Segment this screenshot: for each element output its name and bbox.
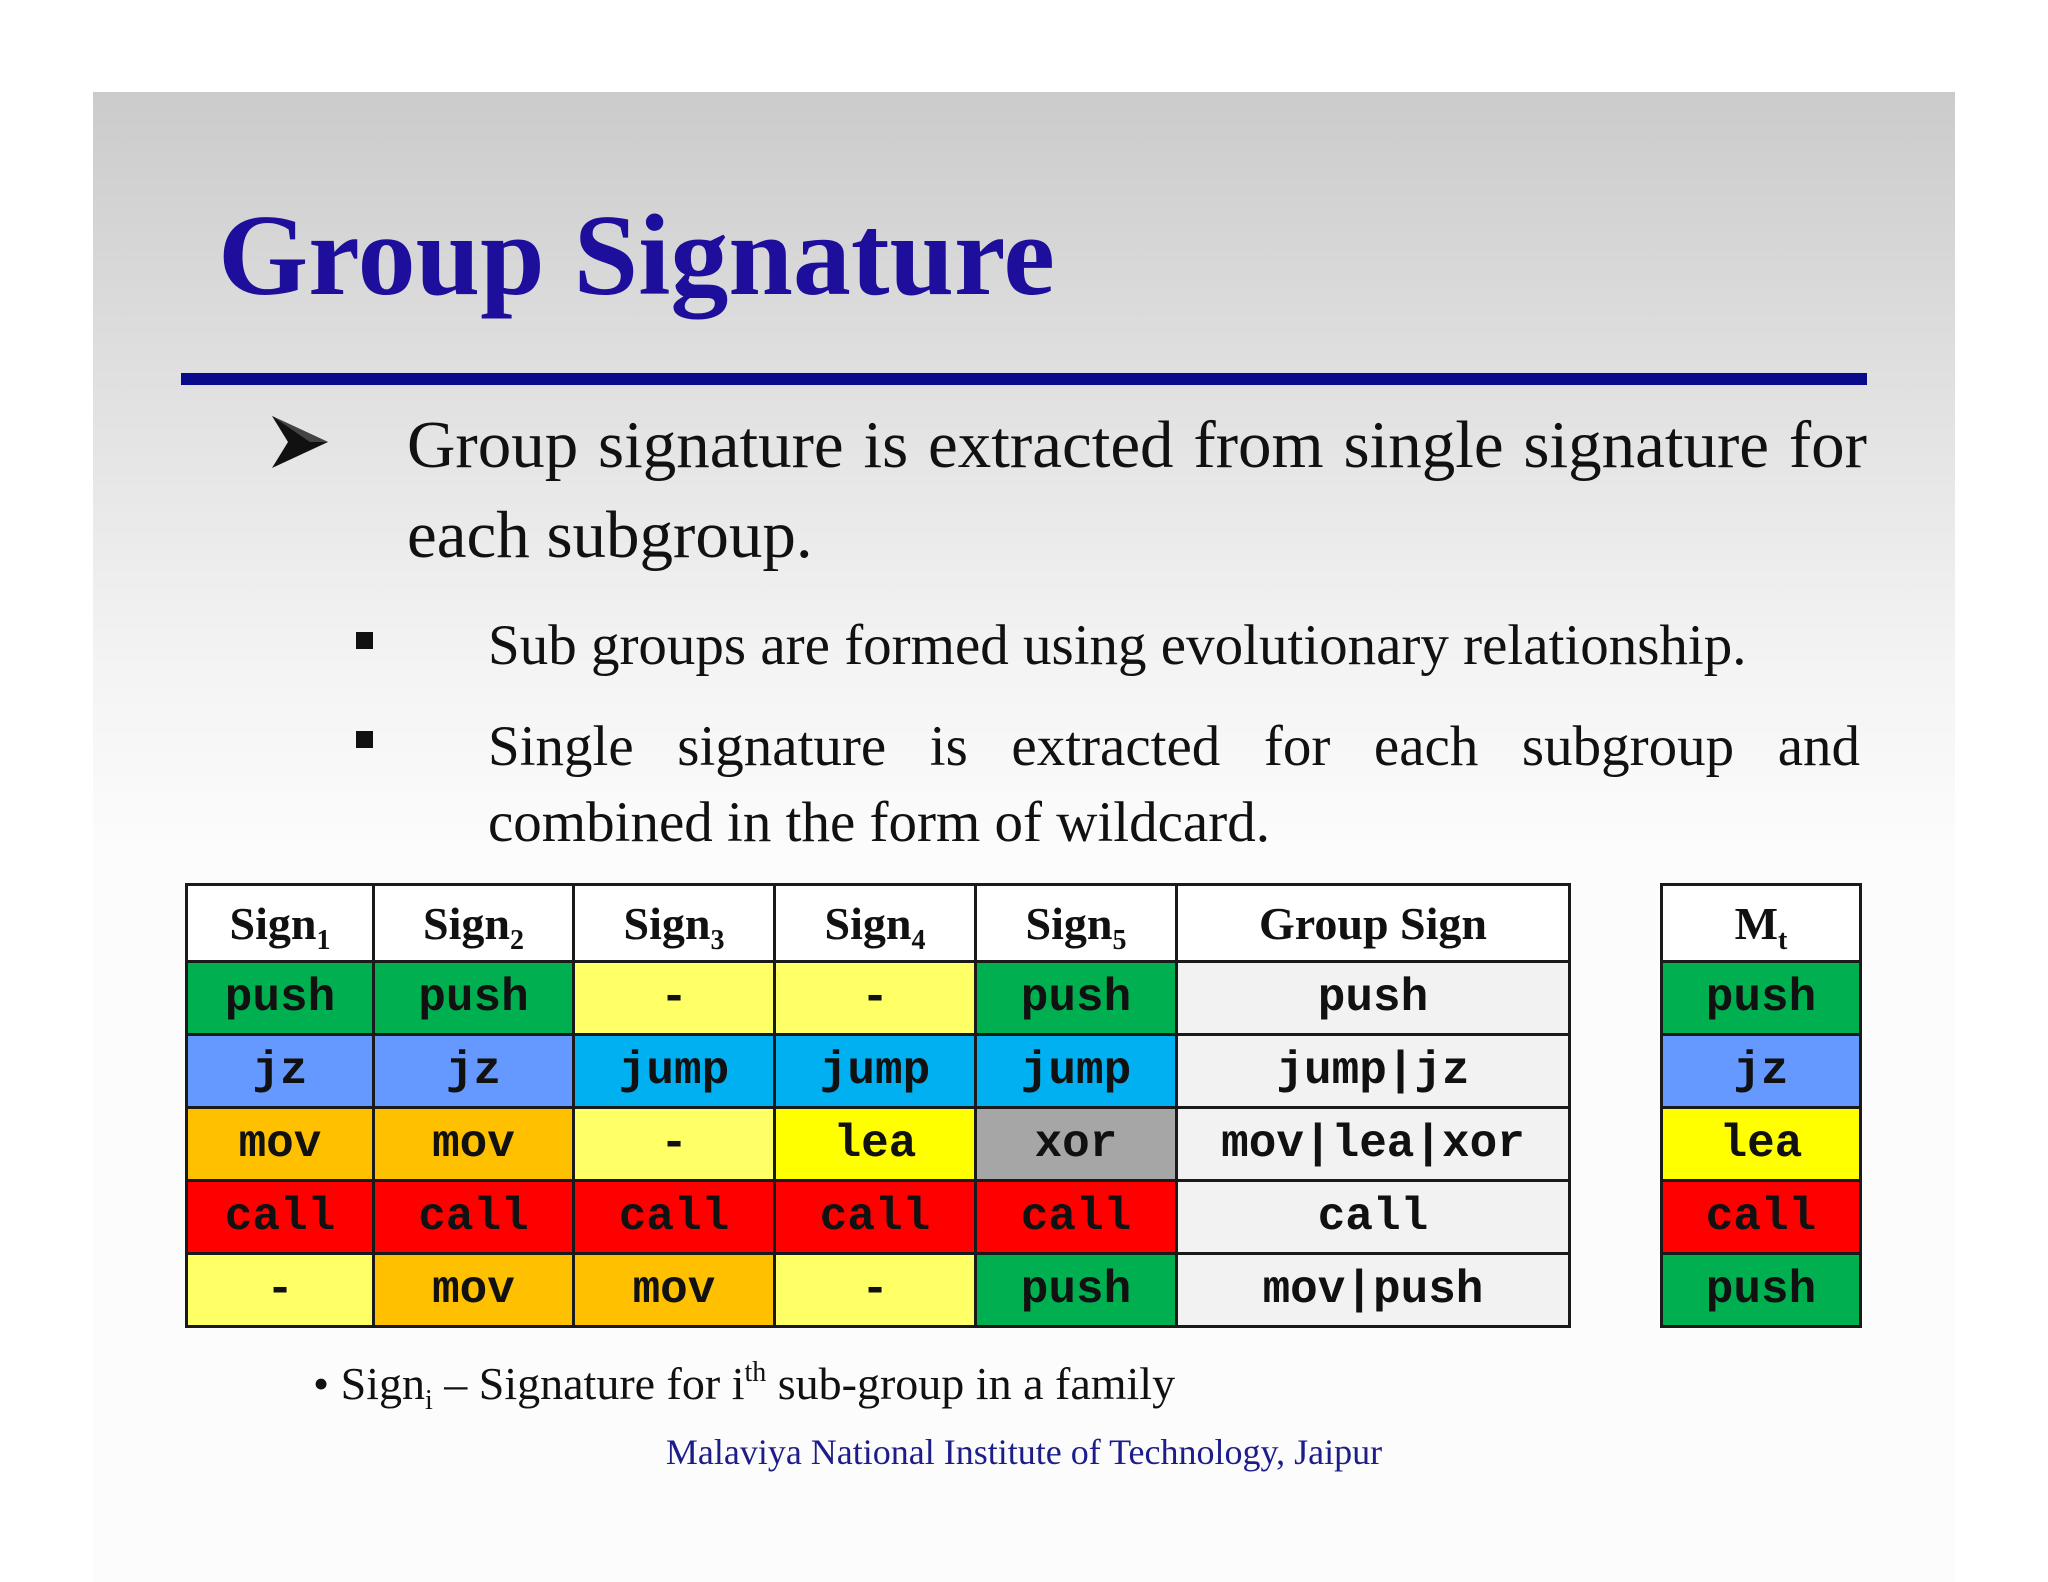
column-header: Sign2 <box>372 883 575 963</box>
table-cell: call <box>1660 1179 1862 1255</box>
table-cell: mov <box>185 1106 375 1182</box>
table-cell: mov <box>372 1106 575 1182</box>
column-header: Sign5 <box>974 883 1178 963</box>
table-row: jz jz jump jump jump jump|jz <box>185 1033 1571 1109</box>
table-cell: jz <box>1660 1033 1862 1109</box>
table-cell: lea <box>1660 1106 1862 1182</box>
table-row: push <box>1660 960 1862 1036</box>
table-cell: - <box>185 1252 375 1328</box>
table-cell: - <box>773 960 977 1036</box>
table-cell: - <box>572 960 776 1036</box>
slide-background <box>93 92 1955 1582</box>
sub-bullet-text: Single signature is extracted for each s… <box>488 715 1860 854</box>
table-cell: push <box>974 1252 1178 1328</box>
slide-title: Group Signature <box>218 192 1055 320</box>
table-cell: jump|jz <box>1175 1033 1571 1109</box>
table-cell: mov|lea|xor <box>1175 1106 1571 1182</box>
column-header: Mt <box>1660 883 1862 963</box>
table-cell: call <box>372 1179 575 1255</box>
table-row: push <box>1660 1252 1862 1328</box>
table-row: call call call call call call <box>185 1179 1571 1255</box>
sub-bullet-text: Sub groups are formed using evolutionary… <box>488 614 1747 677</box>
table-cell: call <box>974 1179 1178 1255</box>
title-divider <box>181 373 1867 385</box>
table-cell: mov <box>572 1252 776 1328</box>
column-header: Sign3 <box>572 883 776 963</box>
table-cell: push <box>185 960 375 1036</box>
table-cell: mov <box>372 1252 575 1328</box>
table-cell: call <box>773 1179 977 1255</box>
column-header: Sign4 <box>773 883 977 963</box>
table-cell: - <box>773 1252 977 1328</box>
column-header: Sign1 <box>185 883 375 963</box>
arrowhead-bullet-icon <box>272 416 328 468</box>
table-row: - mov mov - push mov|push <box>185 1252 1571 1328</box>
table-cell: jz <box>185 1033 375 1109</box>
main-bullet-text: Group signature is extracted from single… <box>407 408 1867 572</box>
table-header-row: Mt <box>1660 883 1862 963</box>
table-row: call <box>1660 1179 1862 1255</box>
table-cell: mov|push <box>1175 1252 1571 1328</box>
table-cell: jz <box>372 1033 575 1109</box>
table-row: lea <box>1660 1106 1862 1182</box>
table-cell: push <box>1660 1252 1862 1328</box>
table-header-row: Sign1 Sign2 Sign3 Sign4 Sign5 Group Sign <box>185 883 1571 963</box>
table-row: mov mov - lea xor mov|lea|xor <box>185 1106 1571 1182</box>
table-cell: jump <box>974 1033 1178 1109</box>
table-cell: call <box>1175 1179 1571 1255</box>
table-cell: push <box>1175 960 1571 1036</box>
table-cell: push <box>1660 960 1862 1036</box>
table-cell: push <box>974 960 1178 1036</box>
footer-institution: Malaviya National Institute of Technolog… <box>665 1432 1383 1472</box>
square-bullet-icon <box>356 632 373 649</box>
table-cell: push <box>372 960 575 1036</box>
table-cell: call <box>185 1179 375 1255</box>
table-row: jz <box>1660 1033 1862 1109</box>
footnote: • Signi – Signature for ith sub-group in… <box>313 1357 1176 1416</box>
table-cell: call <box>572 1179 776 1255</box>
table-cell: lea <box>773 1106 977 1182</box>
table-row: push push - - push push <box>185 960 1571 1036</box>
column-header: Group Sign <box>1175 883 1571 963</box>
square-bullet-icon <box>356 731 373 748</box>
group-signature-table: Sign1 Sign2 Sign3 Sign4 Sign5 Group Sign… <box>185 883 1571 1328</box>
table-cell: xor <box>974 1106 1178 1182</box>
table-cell: jump <box>572 1033 776 1109</box>
mt-table: Mt push jz lea call push <box>1660 883 1862 1328</box>
table-cell: jump <box>773 1033 977 1109</box>
table-cell: - <box>572 1106 776 1182</box>
